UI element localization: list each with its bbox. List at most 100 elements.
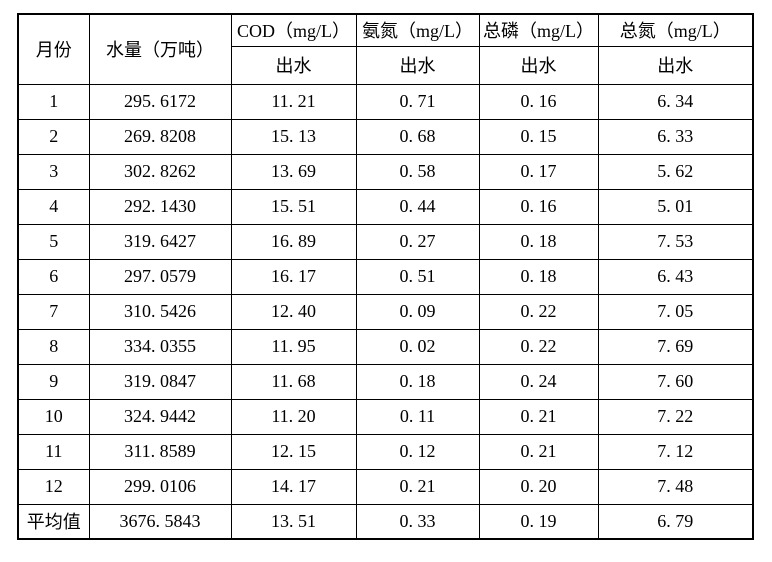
table-cell: 8 [17,328,90,365]
table-cell: 0. 16 [478,83,599,120]
table-cell: 6 [17,258,90,295]
table-cell: 15. 51 [230,188,357,225]
table-row: 12 299. 0106 14. 17 0. 21 0. 20 7. 48 [17,468,754,505]
table-cell: 7 [17,293,90,330]
table-cell: 13. 51 [230,503,357,540]
table-row: 8 334. 0355 11. 95 0. 02 0. 22 7. 69 [17,328,754,365]
table-cell: 297. 0579 [88,258,232,295]
table-row: 9 319. 0847 11. 68 0. 18 0. 24 7. 60 [17,363,754,400]
table-cell: 0. 22 [478,328,599,365]
table-cell: 12 [17,468,90,505]
table-cell: 0. 20 [478,468,599,505]
subheader-ammonia-effluent: 出水 [355,45,480,85]
table-cell: 7. 12 [597,433,754,470]
table-cell: 302. 8262 [88,153,232,190]
header-month: 月份 [17,13,90,85]
table-cell: 0. 09 [355,293,480,330]
table-row: 1 295. 6172 11. 21 0. 71 0. 16 6. 34 [17,83,754,120]
table-cell: 334. 0355 [88,328,232,365]
table-cell: 0. 19 [478,503,599,540]
table-cell: 7. 05 [597,293,754,330]
table-cell: 311. 8589 [88,433,232,470]
table-body: 1 295. 6172 11. 21 0. 71 0. 16 6. 34 2 269. 820… [17,83,754,540]
table-cell: 0. 51 [355,258,480,295]
table-cell: 7. 60 [597,363,754,400]
header-total-nitrogen: 总氮（mg/L） [597,13,754,47]
table-cell: 0. 21 [355,468,480,505]
table-row: 2 269. 8208 15. 13 0. 68 0. 15 6. 33 [17,118,754,155]
table-cell: 292. 1430 [88,188,232,225]
table-cell: 0. 15 [478,118,599,155]
table-cell: 0. 24 [478,363,599,400]
header-cod: COD（mg/L） [230,13,357,47]
table-cell: 0. 18 [478,223,599,260]
subheader-cod-effluent: 出水 [230,45,357,85]
table-row: 3 302. 8262 13. 69 0. 58 0. 17 5. 62 [17,153,754,190]
table-header: 月份 水量（万吨） COD（mg/L） 氨氮（mg/L） 总磷（mg/L） 总氮… [17,13,754,85]
table-row-average: 平均值 3676. 5843 13. 51 0. 33 0. 19 6. 79 [17,503,754,540]
table-cell: 319. 6427 [88,223,232,260]
table-row: 5 319. 6427 16. 89 0. 27 0. 18 7. 53 [17,223,754,260]
table-cell: 11. 21 [230,83,357,120]
table-row: 4 292. 1430 15. 51 0. 44 0. 16 5. 01 [17,188,754,225]
table-row: 7 310. 5426 12. 40 0. 09 0. 22 7. 05 [17,293,754,330]
table-cell: 299. 0106 [88,468,232,505]
table-cell: 11. 68 [230,363,357,400]
table-cell: 6. 43 [597,258,754,295]
table-cell: 0. 11 [355,398,480,435]
table-cell: 0. 21 [478,398,599,435]
table-cell: 12. 40 [230,293,357,330]
table-cell: 7. 48 [597,468,754,505]
header-row-top: 月份 水量（万吨） COD（mg/L） 氨氮（mg/L） 总磷（mg/L） 总氮… [17,13,754,85]
header-water-volume: 水量（万吨） [88,13,232,85]
table-cell: 1 [17,83,90,120]
table-cell: 13. 69 [230,153,357,190]
table-cell: 0. 33 [355,503,480,540]
table-cell: 11. 95 [230,328,357,365]
table-row: 6 297. 0579 16. 17 0. 51 0. 18 6. 43 [17,258,754,295]
table-cell: 7. 69 [597,328,754,365]
table-cell: 0. 58 [355,153,480,190]
table-cell: 6. 79 [597,503,754,540]
table-cell: 6. 34 [597,83,754,120]
table-cell: 0. 16 [478,188,599,225]
table-cell: 9 [17,363,90,400]
table-cell: 0. 18 [478,258,599,295]
table-cell: 平均值 [17,503,90,540]
table-cell: 0. 18 [355,363,480,400]
table-cell: 5 [17,223,90,260]
subheader-phosphorus-effluent: 出水 [478,45,599,85]
table-cell: 16. 17 [230,258,357,295]
table-cell: 3676. 5843 [88,503,232,540]
table-cell: 3 [17,153,90,190]
table-cell: 2 [17,118,90,155]
table-cell: 15. 13 [230,118,357,155]
table-cell: 14. 17 [230,468,357,505]
table-cell: 6. 33 [597,118,754,155]
table-cell: 0. 02 [355,328,480,365]
table-cell: 16. 89 [230,223,357,260]
table-cell: 4 [17,188,90,225]
table-cell: 0. 12 [355,433,480,470]
table-cell: 5. 62 [597,153,754,190]
table-cell: 11 [17,433,90,470]
table-cell: 12. 15 [230,433,357,470]
table-cell: 0. 22 [478,293,599,330]
table-row: 10 324. 9442 11. 20 0. 11 0. 21 7. 22 [17,398,754,435]
table-cell: 269. 8208 [88,118,232,155]
subheader-nitrogen-effluent: 出水 [597,45,754,85]
table-cell: 319. 0847 [88,363,232,400]
table-cell: 7. 22 [597,398,754,435]
table-cell: 0. 44 [355,188,480,225]
table-cell: 295. 6172 [88,83,232,120]
table-cell: 0. 17 [478,153,599,190]
header-row-sub: 出水 出水 出水 出水 [18,45,754,85]
table-cell: 10 [17,398,90,435]
header-total-phosphorus: 总磷（mg/L） [478,13,599,47]
water-quality-table: 月份 水量（万吨） COD（mg/L） 氨氮（mg/L） 总磷（mg/L） 总氮… [17,13,754,540]
table-cell: 7. 53 [597,223,754,260]
table-cell: 11. 20 [230,398,357,435]
table-cell: 0. 71 [355,83,480,120]
table-cell: 310. 5426 [88,293,232,330]
